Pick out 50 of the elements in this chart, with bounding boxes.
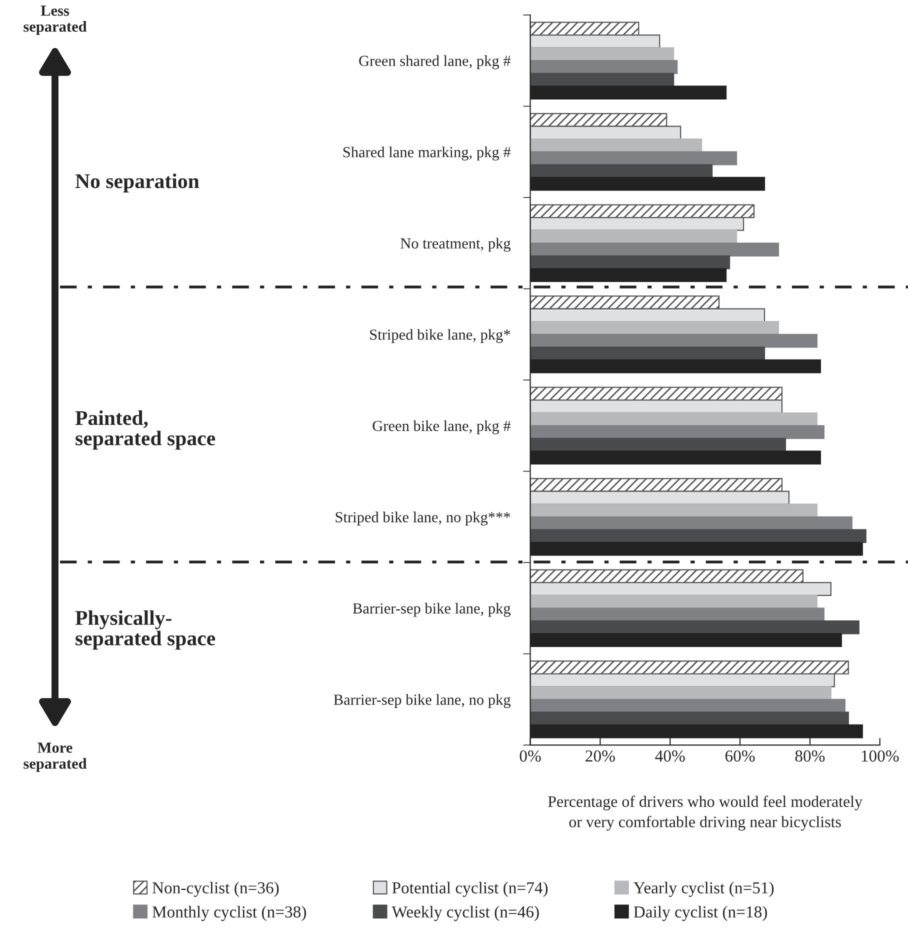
y-tick-label: Barrier-sep bike lane, pkg <box>352 602 511 617</box>
bar <box>530 438 786 452</box>
y-tick-label: Green bike lane, pkg # <box>372 420 511 434</box>
x-tick-label: 60% <box>725 750 755 762</box>
bar <box>530 594 818 609</box>
legend-label: Non-cyclist (n=36) <box>152 882 279 897</box>
text: Physically- separated space <box>75 610 216 650</box>
bar <box>530 620 860 634</box>
text: More separated <box>24 742 87 772</box>
bar <box>530 138 702 152</box>
x-tick-label: 20% <box>586 750 615 762</box>
text: No separation <box>75 174 200 192</box>
text: Painted, separated space <box>75 410 216 450</box>
x-tick-label: 100% <box>862 750 899 762</box>
x-axis-title: Percentage of drivers who would feel moderately or very comfortable driving near bicyclists <box>548 796 862 831</box>
legend-label: Potential cyclist (n=74) <box>392 882 548 897</box>
y-tick-label: Shared lane marking, pkg # <box>343 146 511 160</box>
bar <box>530 686 832 700</box>
legend-label: Yearly cyclist (n=51) <box>634 882 774 897</box>
legend-label: Daily cyclist (n=18) <box>634 906 767 921</box>
text: Less separated <box>24 6 87 35</box>
bar <box>530 504 818 518</box>
bar <box>530 151 738 166</box>
bar <box>530 529 866 544</box>
bar <box>530 334 818 348</box>
y-tick-label: Striped bike lane, no pkg*** <box>336 512 510 526</box>
x-tick-label: 0% <box>520 750 541 762</box>
bar <box>530 72 674 87</box>
y-tick-label: Barrier-sep bike lane, no pkg <box>334 694 511 708</box>
bar <box>530 608 824 622</box>
y-tick-label: No treatment, pkg <box>400 238 511 252</box>
bar <box>530 712 849 726</box>
bar <box>530 698 846 713</box>
y-tick-label: Green shared lane, pkg # <box>359 55 511 70</box>
bar <box>530 321 780 335</box>
bar <box>530 242 780 256</box>
x-tick-label: 80% <box>795 750 825 762</box>
bar <box>530 255 730 270</box>
bar <box>530 164 713 178</box>
bar <box>530 412 818 426</box>
legend-label: Weekly cyclist (n=46) <box>392 906 539 921</box>
bar <box>530 346 766 360</box>
y-tick-label: Striped bike lane, pkg* <box>370 329 510 343</box>
bar <box>530 425 824 439</box>
bar <box>530 60 678 74</box>
x-tick-label: 40% <box>655 750 685 762</box>
bar <box>530 47 674 62</box>
bar <box>530 230 738 244</box>
bar <box>530 516 852 530</box>
legend-label: Monthly cyclist (n=38) <box>152 906 306 921</box>
